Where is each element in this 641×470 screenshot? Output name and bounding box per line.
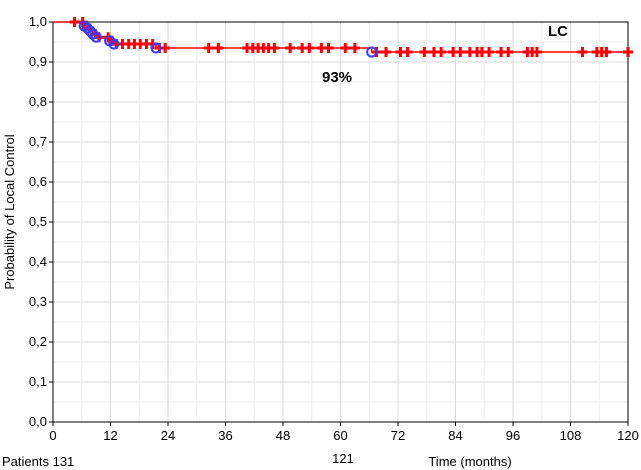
y-tick-label: 0,4 <box>29 254 47 269</box>
y-tick-label: 0,8 <box>29 94 47 109</box>
censored-marker <box>531 47 542 57</box>
y-tick-label: 0,3 <box>29 294 47 309</box>
x-tick-label: 120 <box>617 428 639 443</box>
censored-marker <box>304 43 315 53</box>
censored-marker <box>436 47 447 57</box>
censored-marker <box>381 47 392 57</box>
percent-annotation: 93% <box>322 69 352 86</box>
x-tick-label: 60 <box>333 428 347 443</box>
censored-marker <box>323 43 334 53</box>
censored-marker <box>285 43 296 53</box>
y-tick-label: 0,6 <box>29 174 47 189</box>
y-axis-ticks: 0,0 0,1 0,2 0,3 0,4 0,5 0,6 0,7 0,8 0,9 1,0 <box>29 14 53 429</box>
x-tick-label: 12 <box>103 428 117 443</box>
censored-marker <box>623 47 633 57</box>
event-marker <box>150 42 162 54</box>
y-tick-label: 0,1 <box>29 374 47 389</box>
x-tick-label: 108 <box>560 428 582 443</box>
y-tick-label: 1,0 <box>29 14 47 29</box>
censored-marker <box>484 47 495 57</box>
censored-marker <box>349 43 360 53</box>
censored-marker <box>160 43 171 53</box>
at-risk-value-mid: 121 <box>332 451 354 466</box>
censored-marker <box>503 47 514 57</box>
censored-marker <box>340 43 351 53</box>
x-tick-label: 96 <box>506 428 520 443</box>
y-tick-label: 0,0 <box>29 414 47 429</box>
x-tick-label: 0 <box>49 428 56 443</box>
event-marker <box>366 46 378 58</box>
x-tick-label: 84 <box>448 428 462 443</box>
x-tick-label: 24 <box>161 428 175 443</box>
x-tick-label: 48 <box>276 428 290 443</box>
y-axis-label: Probability of Local Control <box>2 134 17 289</box>
x-tick-label: 72 <box>391 428 405 443</box>
x-axis-ticks: 0 12 24 36 48 60 72 84 96 108 120 <box>49 422 639 443</box>
series-label-lc: LC <box>548 23 568 40</box>
y-tick-label: 0,7 <box>29 134 47 149</box>
censored-marker <box>455 47 466 57</box>
censored-marker <box>203 43 214 53</box>
x-tick-label: 36 <box>218 428 232 443</box>
event-marker <box>84 25 96 37</box>
censored-marker <box>577 47 588 57</box>
censored-marker <box>269 43 280 53</box>
censored-marker <box>419 47 430 57</box>
event-marker <box>90 31 102 43</box>
censored-marker <box>213 43 224 53</box>
y-tick-label: 0,2 <box>29 334 47 349</box>
censored-marker <box>402 47 413 57</box>
x-axis-label: Time (months) <box>428 454 511 469</box>
y-tick-label: 0,5 <box>29 214 47 229</box>
grid-lines <box>52 21 629 423</box>
censored-marker <box>601 47 612 57</box>
event-marker <box>108 38 120 50</box>
at-risk-label: Patients 131 <box>2 454 74 469</box>
y-tick-label: 0,9 <box>29 54 47 69</box>
series-group <box>53 17 633 58</box>
